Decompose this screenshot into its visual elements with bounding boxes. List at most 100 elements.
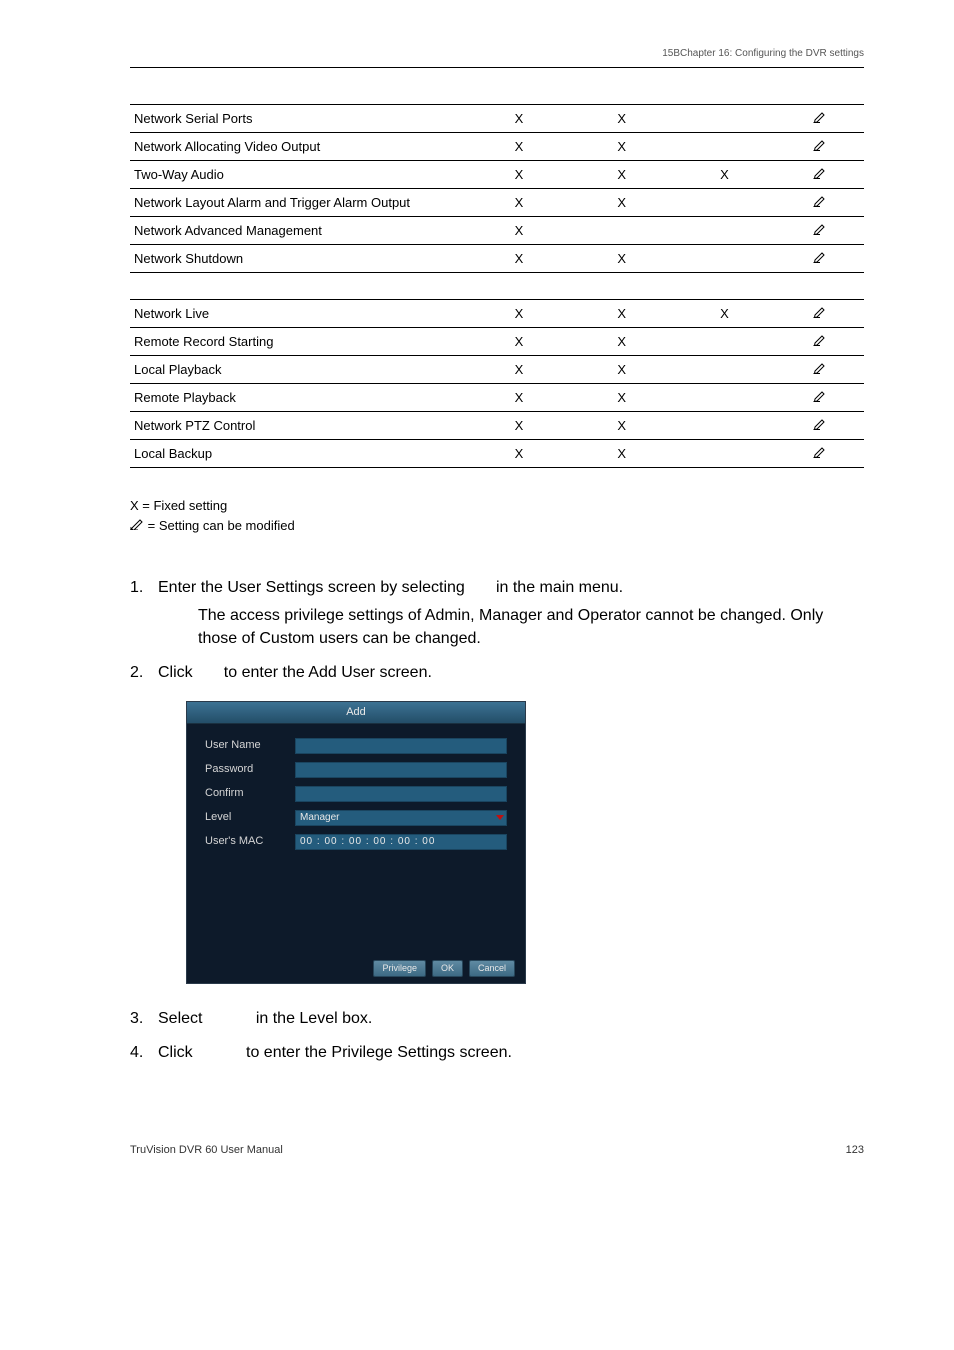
pencil-icon — [776, 439, 864, 467]
pencil-icon — [776, 327, 864, 355]
table-row: Remote Record StartingXX — [130, 327, 864, 355]
row-c3 — [673, 217, 776, 245]
row-c1: X — [468, 439, 571, 467]
page-footer: TruVision DVR 60 User Manual 123 — [130, 1144, 864, 1156]
step-1-a: Enter the User Settings screen by select… — [158, 579, 469, 596]
label-level: Level — [205, 810, 295, 825]
step-2-a: Click — [158, 664, 197, 681]
row-c3 — [673, 327, 776, 355]
input-user-name[interactable] — [295, 738, 507, 754]
table-row: Network Layout Alarm and Trigger Alarm O… — [130, 189, 864, 217]
row-c2: X — [570, 245, 673, 273]
input-confirm[interactable] — [295, 786, 507, 802]
row-c1: X — [468, 189, 571, 217]
row-label: Network PTZ Control — [130, 411, 468, 439]
table-row: Remote PlaybackXX — [130, 383, 864, 411]
row-label: Local Backup — [130, 439, 468, 467]
legend-modified-text: = Setting can be modified — [144, 518, 295, 533]
row-c2: X — [570, 299, 673, 327]
cancel-button[interactable]: Cancel — [469, 960, 515, 977]
step-4-b: to enter the Privilege Settings screen. — [242, 1044, 512, 1061]
pencil-icon — [776, 383, 864, 411]
page-number: 123 — [846, 1144, 864, 1156]
row-c3: X — [673, 161, 776, 189]
step-1-b: in the main menu. — [492, 579, 624, 596]
row-label: Local Playback — [130, 355, 468, 383]
mac-value: 00 : 00 : 00 : 00 : 00 : 00 — [300, 835, 435, 849]
pencil-icon — [776, 355, 864, 383]
table-row: Local PlaybackXX — [130, 355, 864, 383]
row-c1: X — [468, 217, 571, 245]
row-c1: X — [468, 355, 571, 383]
chapter-header: 15BChapter 16: Configuring the DVR setti… — [130, 48, 864, 59]
row-c1: X — [468, 327, 571, 355]
row-c2: X — [570, 383, 673, 411]
row-label: Network Advanced Management — [130, 217, 468, 245]
chevron-down-icon — [496, 815, 504, 820]
pencil-icon — [776, 217, 864, 245]
privilege-button[interactable]: Privilege — [373, 960, 426, 977]
row-c3 — [673, 411, 776, 439]
row-label: Network Allocating Video Output — [130, 133, 468, 161]
row-c3 — [673, 355, 776, 383]
input-password[interactable] — [295, 762, 507, 778]
step-3-b: in the Level box. — [251, 1010, 372, 1027]
select-level-value: Manager — [300, 811, 339, 825]
add-user-dialog: Add User Name Password Confirm — [186, 701, 526, 984]
label-mac: User's MAC — [205, 834, 295, 849]
table-row: Network Serial PortsXX — [130, 105, 864, 133]
table-row: Network ShutdownXX — [130, 245, 864, 273]
settings-table-2: Network LiveXXXRemote Record StartingXXL… — [130, 283, 864, 468]
step-4: Click to enter the Privilege Settings sc… — [130, 1042, 864, 1064]
legend: X = Fixed setting = Setting can be modif… — [130, 496, 864, 538]
step-1-note: The access privilege settings of Admin, … — [158, 605, 864, 650]
row-c2: X — [570, 161, 673, 189]
row-c3 — [673, 383, 776, 411]
row-c3 — [673, 245, 776, 273]
pencil-icon — [776, 411, 864, 439]
row-c1: X — [468, 299, 571, 327]
pencil-icon — [776, 161, 864, 189]
table-row: Network PTZ ControlXX — [130, 411, 864, 439]
pencil-icon — [130, 516, 144, 537]
row-label: Remote Record Starting — [130, 327, 468, 355]
pencil-icon — [776, 245, 864, 273]
step-3: Select in the Level box. — [130, 1008, 864, 1030]
row-c2: X — [570, 411, 673, 439]
row-c2: X — [570, 439, 673, 467]
row-c3 — [673, 439, 776, 467]
row-c2: X — [570, 105, 673, 133]
row-label: Two-Way Audio — [130, 161, 468, 189]
row-c2 — [570, 217, 673, 245]
header-rule — [130, 67, 864, 68]
step-1: Enter the User Settings screen by select… — [130, 577, 864, 650]
row-c1: X — [468, 133, 571, 161]
table-row: Local BackupXX — [130, 439, 864, 467]
pencil-icon — [776, 299, 864, 327]
row-label: Network Shutdown — [130, 245, 468, 273]
ok-button[interactable]: OK — [432, 960, 463, 977]
label-user-name: User Name — [205, 738, 295, 753]
step-4-a: Click — [158, 1044, 197, 1061]
table-row: Two-Way AudioXXX — [130, 161, 864, 189]
label-confirm: Confirm — [205, 786, 295, 801]
row-c2: X — [570, 327, 673, 355]
legend-fixed: X = Fixed setting — [130, 496, 864, 517]
row-c3: X — [673, 299, 776, 327]
row-c2: X — [570, 133, 673, 161]
row-c1: X — [468, 161, 571, 189]
settings-table-1: Network Serial PortsXXNetwork Allocating… — [130, 104, 864, 273]
pencil-icon — [776, 133, 864, 161]
input-mac[interactable]: 00 : 00 : 00 : 00 : 00 : 00 — [295, 834, 507, 850]
pencil-icon — [776, 189, 864, 217]
table-row: Network Allocating Video OutputXX — [130, 133, 864, 161]
select-level[interactable]: Manager — [295, 810, 507, 826]
row-c1: X — [468, 245, 571, 273]
row-c3 — [673, 105, 776, 133]
table-row: Network LiveXXX — [130, 299, 864, 327]
row-c3 — [673, 189, 776, 217]
row-c1: X — [468, 105, 571, 133]
step-2-b: to enter the Add User screen. — [219, 664, 432, 681]
row-c3 — [673, 133, 776, 161]
table-row: Network Advanced ManagementX — [130, 217, 864, 245]
